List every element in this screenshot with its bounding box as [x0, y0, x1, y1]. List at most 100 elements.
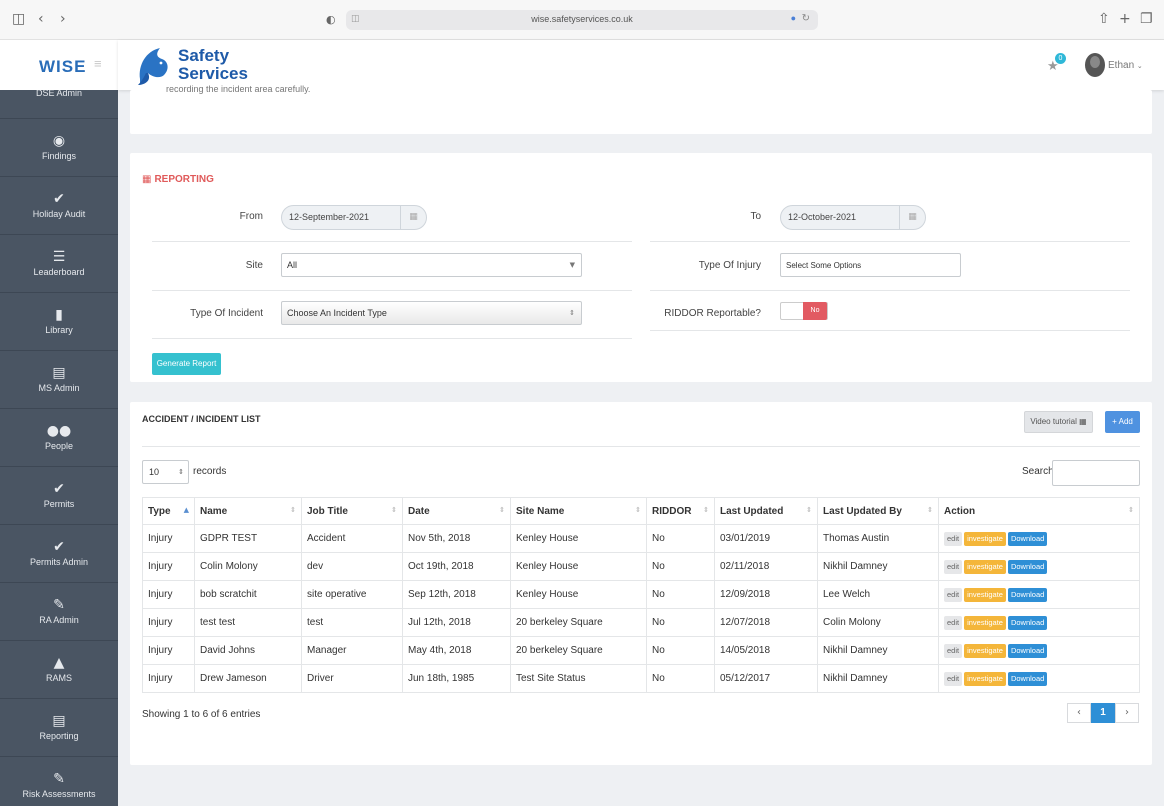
top-header: Safety Services ★ 0 Ethan ⌄: [118, 40, 1164, 90]
avatar[interactable]: [1085, 53, 1105, 77]
search-input[interactable]: [1052, 460, 1140, 486]
sidebar-item-reporting[interactable]: ▤ Reporting: [0, 698, 118, 756]
sidebar-item-ra-admin[interactable]: ✎ RA Admin: [0, 582, 118, 640]
edit-button[interactable]: edit: [944, 559, 963, 574]
sound-icon[interactable]: ●: [790, 13, 796, 23]
sidebar-item-permits-admin[interactable]: ✔ Permits Admin: [0, 524, 118, 582]
download-button[interactable]: Download: [1007, 559, 1048, 574]
incident-type-select[interactable]: Choose An Incident Type ⇕: [281, 301, 582, 325]
sidebar-item-ms-admin[interactable]: ▤ MS Admin: [0, 350, 118, 408]
notification-icon[interactable]: ★: [1047, 58, 1059, 73]
cell-type: Injury: [142, 552, 195, 581]
download-button[interactable]: Download: [1007, 615, 1048, 630]
cell-name: bob scratchit: [194, 580, 302, 609]
investigate-button[interactable]: investigate: [964, 587, 1006, 602]
riddor-toggle[interactable]: No: [780, 302, 828, 320]
cell-actions: edit investigate Download: [938, 608, 1140, 637]
download-button[interactable]: Download: [1007, 531, 1048, 546]
sidebar: DSE Admin WISE ≡ ◉ Findings ✔ Holiday Au…: [0, 40, 118, 806]
download-button[interactable]: Download: [1007, 671, 1048, 686]
page-1-button[interactable]: 1: [1091, 703, 1115, 723]
investigate-button[interactable]: investigate: [964, 615, 1006, 630]
sidebar-item-label: Holiday Audit: [32, 209, 86, 219]
back-icon[interactable]: ‹: [38, 11, 44, 27]
investigate-button[interactable]: investigate: [964, 671, 1006, 686]
sidebar-item-label: People: [44, 441, 74, 451]
notification-badge: 0: [1055, 53, 1066, 64]
investigate-button[interactable]: investigate: [964, 559, 1006, 574]
from-date-input[interactable]: 12-September-2021 ▦: [281, 205, 427, 230]
cell-actions: edit investigate Download: [938, 552, 1140, 581]
investigate-button[interactable]: investigate: [964, 643, 1006, 658]
menu-icon[interactable]: ≡: [94, 56, 102, 71]
riddor-label: RIDDOR Reportable?: [664, 308, 761, 319]
col-site-name[interactable]: Site Name ⇕: [510, 497, 647, 525]
address-bar[interactable]: ◫ wise.safetyservices.co.uk ● ↻: [346, 10, 818, 30]
sidebar-item-dse-admin[interactable]: DSE Admin: [35, 88, 83, 98]
edit-button[interactable]: edit: [944, 587, 963, 602]
download-button[interactable]: Download: [1007, 643, 1048, 658]
forward-icon[interactable]: ›: [60, 11, 66, 27]
col-last-updated[interactable]: Last Updated ⇕: [714, 497, 818, 525]
safety-services-logo[interactable]: Safety Services: [178, 47, 248, 83]
edit-button[interactable]: edit: [944, 615, 963, 630]
file-icon: ▤: [52, 713, 66, 729]
reload-icon[interactable]: ↻: [801, 13, 810, 24]
people-icon: ●●: [46, 423, 72, 439]
sidebar-item-label: Permits Admin: [29, 557, 89, 567]
column-label: Name: [200, 505, 228, 517]
col-riddor[interactable]: RIDDOR ⇕: [646, 497, 715, 525]
tabs-icon[interactable]: ❐: [1140, 11, 1153, 27]
sidebar-item-findings[interactable]: ◉ Findings: [0, 118, 118, 176]
next-page-icon[interactable]: ›: [1115, 703, 1139, 723]
add-button[interactable]: + Add: [1105, 411, 1140, 433]
sidebar-item-people[interactable]: ●● People: [0, 408, 118, 466]
chevron-down-icon: ⌄: [1136, 63, 1143, 70]
edit-button[interactable]: edit: [944, 671, 963, 686]
to-date-input[interactable]: 12-October-2021 ▦: [780, 205, 926, 230]
wise-logo[interactable]: WISE: [39, 57, 87, 76]
col-date[interactable]: Date ⇕: [402, 497, 511, 525]
sidebar-item-library[interactable]: ▮ Library: [0, 292, 118, 350]
dolphin-logo-icon[interactable]: [134, 43, 174, 87]
sidebar-item-risk-assessments[interactable]: ✎ Risk Assessments: [0, 756, 118, 806]
cell-updated: 03/01/2019: [714, 524, 818, 553]
sidebar-item-holiday-audit[interactable]: ✔ Holiday Audit: [0, 176, 118, 234]
site-select[interactable]: All ▼: [281, 253, 582, 277]
cell-site: Kenley House: [510, 524, 647, 553]
share-icon[interactable]: ⇧: [1098, 11, 1110, 27]
sidebar-item-leaderboard[interactable]: ☰ Leaderboard: [0, 234, 118, 292]
reporting-title: ▦ REPORTING: [142, 174, 214, 185]
injury-multiselect[interactable]: Select Some Options: [780, 253, 961, 277]
table-header-row: Type ▲ Name ⇕ Job Title ⇕ Date ⇕ Site Name ⇕ …: [142, 497, 1140, 525]
url-text: wise.safetyservices.co.uk: [531, 14, 633, 24]
sidebar-item-permits[interactable]: ✔ Permits: [0, 466, 118, 524]
col-type[interactable]: Type ▲: [142, 497, 195, 525]
col-action[interactable]: Action ⇕: [938, 497, 1140, 525]
cell-name: GDPR TEST: [194, 524, 302, 553]
shield-icon[interactable]: ◐: [326, 13, 336, 26]
sidebar-item-rams[interactable]: ▲ RAMS: [0, 640, 118, 698]
reporting-card: ▦ REPORTING From 12-September-2021 ▦ To 1…: [130, 153, 1152, 382]
sort-icon: ⇕: [499, 506, 505, 514]
cell-by: Lee Welch: [817, 580, 939, 609]
updown-icon: ⇕: [178, 468, 184, 476]
video-tutorial-button[interactable]: Video tutorial ▦: [1024, 411, 1093, 433]
new-tab-icon[interactable]: +: [1119, 11, 1131, 27]
page-length-select[interactable]: 10 ⇕: [142, 460, 189, 484]
investigate-button[interactable]: investigate: [964, 531, 1006, 546]
calendar-icon[interactable]: ▦: [400, 206, 426, 229]
prev-page-icon[interactable]: ‹: [1067, 703, 1091, 723]
col-job-title[interactable]: Job Title ⇕: [301, 497, 403, 525]
edit-button[interactable]: edit: [944, 643, 963, 658]
check-icon: ✔: [53, 481, 65, 497]
riddor-toggle-value: No: [803, 302, 827, 320]
user-menu[interactable]: Ethan ⌄: [1108, 60, 1143, 71]
download-button[interactable]: Download: [1007, 587, 1048, 602]
edit-button[interactable]: edit: [944, 531, 963, 546]
calendar-icon[interactable]: ▦: [899, 206, 925, 229]
col-name[interactable]: Name ⇕: [194, 497, 302, 525]
generate-report-button[interactable]: Generate Report: [152, 353, 221, 375]
col-last-updated-by[interactable]: Last Updated By ⇕: [817, 497, 939, 525]
sidebar-toggle-icon[interactable]: ◫: [12, 11, 26, 27]
